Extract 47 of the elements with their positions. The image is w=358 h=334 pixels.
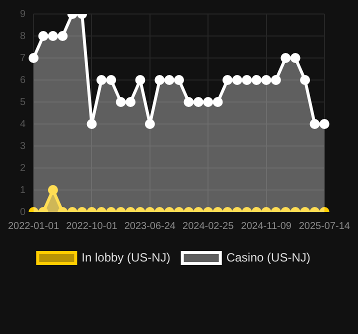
point (164, 75, 174, 85)
point (96, 75, 106, 85)
point (28, 53, 39, 63)
x-tick-label: 2024-02-25 (182, 220, 234, 232)
y-tick-label: 4 (20, 118, 26, 130)
y-tick-label: 9 (20, 8, 26, 20)
point (116, 97, 126, 107)
y-tick-label: 5 (20, 96, 26, 108)
point (222, 75, 232, 85)
point (232, 75, 242, 85)
point (135, 75, 146, 85)
point (252, 75, 262, 85)
point (184, 97, 194, 107)
legend-label: Casino (US-NJ) (226, 250, 310, 264)
point (86, 119, 97, 129)
y-tick-label: 0 (20, 206, 26, 218)
point (319, 119, 330, 129)
x-tick-label: 2025-07-14 (298, 220, 350, 232)
point (58, 31, 68, 41)
y-tick-label: 8 (20, 30, 26, 42)
point (126, 97, 136, 107)
point (270, 75, 281, 85)
point (193, 97, 204, 107)
y-tick-label: 6 (20, 74, 26, 86)
point (280, 53, 291, 63)
point (300, 75, 310, 85)
x-tick-label: 2022-01-01 (8, 220, 60, 232)
point (38, 31, 48, 41)
y-tick-label: 3 (20, 140, 26, 152)
x-tick-label: 2022-10-01 (66, 220, 118, 232)
point (203, 97, 214, 107)
point (48, 31, 58, 41)
y-tick-label: 1 (20, 184, 26, 196)
point (290, 53, 300, 63)
legend-label: In lobby (US-NJ) (82, 250, 170, 264)
point (144, 119, 155, 129)
y-tick-label: 2 (20, 162, 26, 174)
point (261, 75, 272, 85)
point (174, 75, 184, 85)
point (106, 75, 116, 85)
point (154, 75, 165, 85)
x-tick-label: 2024-11-09 (241, 220, 292, 232)
point (212, 97, 223, 107)
point (310, 119, 320, 129)
x-tick-label: 2023-06-24 (124, 220, 176, 232)
point (242, 75, 252, 85)
y-tick-label: 7 (20, 52, 26, 64)
